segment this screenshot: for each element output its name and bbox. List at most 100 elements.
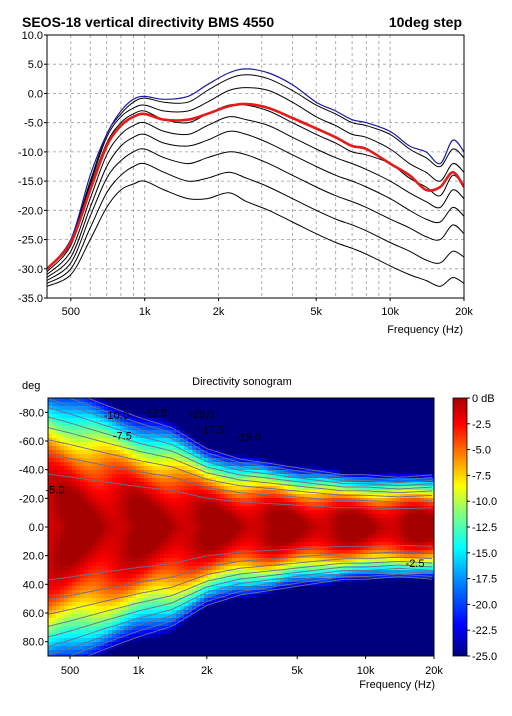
heatmap-cell [192, 562, 197, 567]
heatmap-cell [272, 542, 277, 547]
heatmap-cell [100, 430, 105, 435]
heatmap-cell [340, 446, 345, 451]
heatmap-cell [156, 454, 161, 459]
heatmap-cell [296, 550, 301, 555]
heatmap-cell [80, 534, 85, 539]
heatmap-cell [200, 462, 205, 467]
heatmap-cell [240, 422, 245, 427]
heatmap-cell [64, 530, 69, 535]
heatmap-cell [344, 598, 349, 603]
heatmap-cell [48, 638, 53, 643]
heatmap-cell [100, 478, 105, 483]
heatmap-cell [304, 498, 309, 503]
heatmap-cell [236, 502, 241, 507]
heatmap-cell [228, 518, 233, 523]
heatmap-cell [140, 502, 145, 507]
heatmap-cell [140, 518, 145, 523]
heatmap-cell [212, 626, 217, 631]
heatmap-cell [332, 482, 337, 487]
heatmap-cell [304, 482, 309, 487]
heatmap-cell [144, 470, 149, 475]
heatmap-cell [256, 522, 261, 527]
heatmap-cell [56, 538, 61, 543]
heatmap-cell [296, 610, 301, 615]
heatmap-cell [80, 550, 85, 555]
heatmap-cell [140, 526, 145, 531]
heatmap-cell [304, 538, 309, 543]
heatmap-cell [80, 602, 85, 607]
heatmap-cell [208, 522, 213, 527]
heatmap-cell [332, 458, 337, 463]
heatmap-cell [120, 510, 125, 515]
heatmap-cell [128, 574, 133, 579]
heatmap-cell [60, 466, 65, 471]
heatmap-cell [324, 434, 329, 439]
heatmap-cell [216, 430, 221, 435]
heatmap-cell [56, 618, 61, 623]
heatmap-cell [332, 526, 337, 531]
heatmap-cell [136, 474, 141, 479]
heatmap-cell [180, 614, 185, 619]
heatmap-cell [256, 474, 261, 479]
heatmap-cell [212, 414, 217, 419]
heatmap-cell [208, 574, 213, 579]
heatmap-cell [324, 642, 329, 647]
heatmap-cell [104, 542, 109, 547]
heatmap-cell [292, 586, 297, 591]
heatmap-cell [124, 566, 129, 571]
heatmap-cell [104, 454, 109, 459]
heatmap-cell [148, 406, 153, 411]
heatmap-cell [300, 438, 305, 443]
heatmap-cell [232, 442, 237, 447]
heatmap-cell [184, 526, 189, 531]
heatmap-cell [252, 502, 257, 507]
heatmap-cell [192, 466, 197, 471]
heatmap-cell [88, 598, 93, 603]
heatmap-cell [324, 578, 329, 583]
heatmap-cell [304, 650, 309, 655]
heatmap-cell [52, 654, 57, 656]
heatmap-cell [204, 494, 209, 499]
heatmap-cell [316, 590, 321, 595]
heatmap-cell [176, 514, 181, 519]
heatmap-cell [184, 618, 189, 623]
heatmap-cell [160, 602, 165, 607]
heatmap-cell [312, 630, 317, 635]
heatmap-cell [204, 566, 209, 571]
heatmap-cell [168, 398, 173, 403]
heatmap-cell [336, 594, 341, 599]
chart-subtitle: 10deg step [389, 14, 462, 30]
heatmap-cell [244, 550, 249, 555]
heatmap-cell [216, 482, 221, 487]
heatmap-cell [348, 454, 353, 459]
heatmap-cell [148, 474, 153, 479]
heatmap-cell [240, 470, 245, 475]
heatmap-cell [216, 590, 221, 595]
heatmap-cell [172, 494, 177, 499]
heatmap-cell [224, 578, 229, 583]
heatmap-cell [280, 574, 285, 579]
heatmap-cell [120, 642, 125, 647]
heatmap-cell [168, 510, 173, 515]
heatmap-cell [228, 526, 233, 531]
heatmap-cell [80, 474, 85, 479]
heatmap-cell [132, 502, 137, 507]
heatmap-cell [164, 402, 169, 407]
heatmap-cell [108, 618, 113, 623]
heatmap-cell [48, 466, 53, 471]
heatmap-cell [140, 414, 145, 419]
heatmap-cell [164, 510, 169, 515]
heatmap-cell [212, 610, 217, 615]
heatmap-cell [328, 482, 333, 487]
heatmap-cell [268, 654, 273, 656]
heatmap-cell [220, 642, 225, 647]
heatmap-cell [344, 474, 349, 479]
heatmap-cell [212, 398, 217, 403]
heatmap-cell [172, 554, 177, 559]
heatmap-cell [320, 450, 325, 455]
heatmap-cell [196, 630, 201, 635]
heatmap-cell [288, 482, 293, 487]
heatmap-cell [176, 538, 181, 543]
heatmap-cell [152, 490, 157, 495]
heatmap-cell [64, 582, 69, 587]
